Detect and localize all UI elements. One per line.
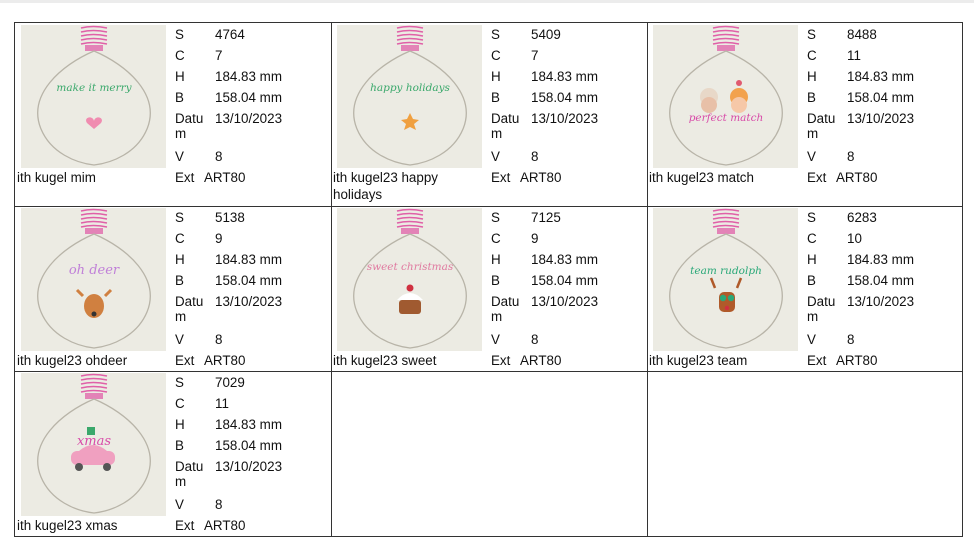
design-name: ith kugel23 xmas (17, 518, 118, 533)
row-divider (15, 371, 962, 372)
ornament-icon: sweet christmas (353, 208, 467, 349)
column-divider (331, 23, 332, 536)
motif-text: perfect match (689, 112, 764, 124)
row-divider (15, 206, 962, 207)
motif-text: happy holidays (370, 82, 450, 94)
design-name: ith kugel23 ohdeer (17, 353, 128, 368)
ornament-thumbnail: happy holidays (337, 25, 482, 168)
ornament-icon: xmas (37, 373, 151, 514)
motif-text: sweet christmas (367, 261, 454, 273)
ornament-thumbnail: xmas (21, 373, 166, 516)
date-row: Datu 13/10/2023 m (491, 294, 599, 324)
ornament-thumbnail: make it merry (21, 25, 166, 168)
ornament-icon: perfect match (669, 25, 783, 166)
design-name: ith kugel23 sweet (333, 353, 437, 368)
date-row: Datu 13/10/2023 m (491, 111, 599, 141)
date-row: Datu 13/10/2023 m (175, 294, 283, 324)
ornament-thumbnail: perfect match (653, 25, 798, 168)
ornament-icon: team rudolph (669, 208, 783, 349)
motif-text: team rudolph (690, 265, 762, 277)
ornament-thumbnail: oh deer (21, 208, 166, 351)
design-name: ith kugel mim (17, 170, 96, 185)
design-card-3[interactable]: perfect match S 8488 C 11 H 184.83 mm B 158.… (649, 25, 915, 185)
design-name: ith kugel23 match (649, 170, 754, 185)
date-row: Datu 13/10/2023 m (175, 111, 283, 141)
date-row: Datu 13/10/2023 m (175, 459, 283, 489)
ornament-icon: happy holidays (353, 25, 467, 166)
design-name: ith kugel23 happy holidays (333, 170, 438, 202)
design-card-6[interactable]: team rudolph S 6283 C 10 H 184.83 mm B 158.0… (649, 208, 915, 368)
ornament-icon: make it merry (37, 25, 151, 166)
ornament-thumbnail: team rudolph (653, 208, 798, 351)
motif-text: make it merry (56, 82, 132, 94)
motif-text: oh deer (69, 263, 120, 278)
ornament-thumbnail: sweet christmas (337, 208, 482, 351)
design-name: ith kugel23 team (649, 353, 748, 368)
date-row: Datu 13/10/2023 m (807, 111, 915, 141)
date-row: Datu 13/10/2023 m (807, 294, 915, 324)
ornament-icon: oh deer (37, 208, 151, 349)
motif-text: xmas (77, 434, 111, 449)
top-bar (0, 0, 974, 3)
design-card-7[interactable]: xmas S 7029 C 11 H 184.83 mm B 158.04 mm Dat… (17, 373, 283, 533)
column-divider (647, 23, 648, 536)
